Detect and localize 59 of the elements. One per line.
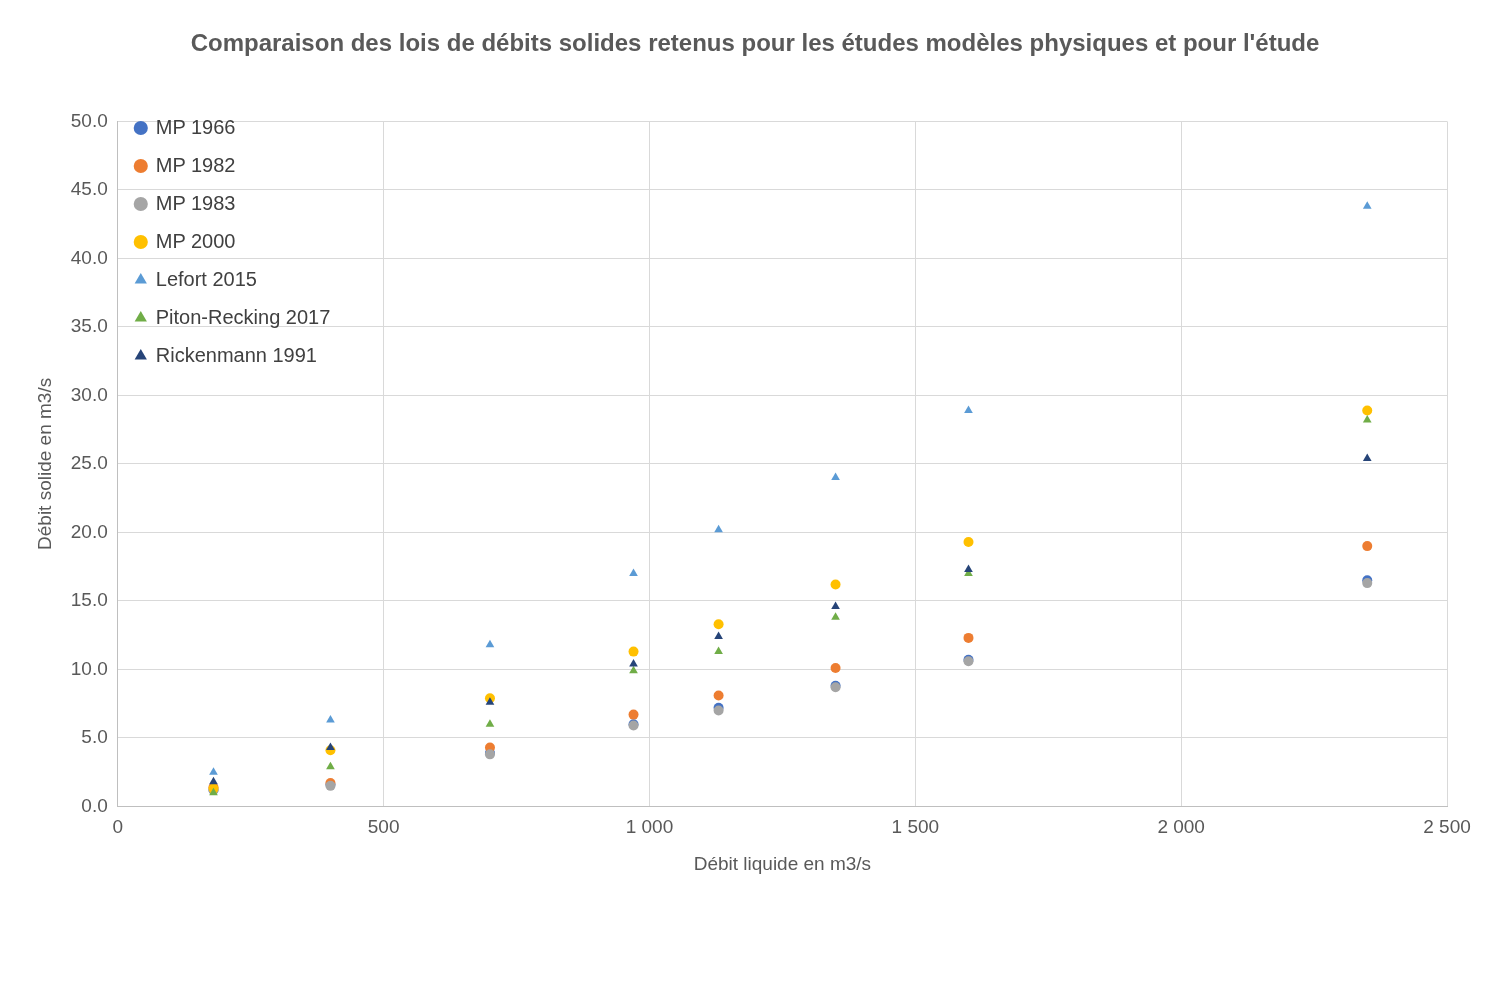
point [713, 619, 724, 630]
x-tick-label: 2 500 [1423, 816, 1471, 838]
point [326, 715, 335, 723]
point [714, 646, 723, 655]
y-tick-label: 45.0 [70, 178, 108, 200]
point [831, 472, 840, 481]
y-tick-label: 10.0 [70, 657, 108, 679]
point [1362, 201, 1372, 209]
chart-title: Comparaison des lois de débits solides retenus pour les études modèles physiques et pour l'étude [189, 28, 1321, 58]
point [326, 742, 335, 750]
point [830, 579, 841, 590]
x-tick-label: 500 [367, 816, 400, 838]
point [1362, 415, 1372, 423]
point [714, 524, 723, 533]
point [1362, 405, 1373, 416]
point [1362, 541, 1373, 552]
y-tick-label: 15.0 [70, 589, 108, 611]
x-tick-label: 1 500 [891, 816, 940, 838]
point [485, 697, 495, 705]
y-tick-label: 20.0 [70, 520, 108, 542]
x-tick-label: 2 000 [1157, 816, 1205, 838]
point [963, 632, 974, 643]
point [628, 709, 639, 720]
x-axis-title: Débit liquide en m3/s [693, 852, 872, 874]
legend-label: MP 1982 [155, 153, 236, 176]
legend-label: Rickenmann 1991 [155, 343, 317, 366]
point [831, 601, 840, 609]
x-tick-label: 0 [112, 816, 124, 838]
point [964, 405, 973, 413]
point [963, 536, 974, 547]
point [209, 767, 218, 775]
x-tick-label: 1 000 [625, 816, 674, 838]
y-axis-title: Débit solide en m3/s [33, 377, 55, 550]
point [485, 719, 495, 727]
y-tick-label: 35.0 [70, 315, 108, 337]
point [714, 631, 723, 640]
y-tick-label: 40.0 [70, 246, 108, 268]
point [326, 761, 335, 770]
point [628, 646, 639, 657]
point [831, 612, 840, 620]
point [485, 639, 495, 648]
y-tick-label: 30.0 [70, 383, 108, 405]
y-tick-label: 25.0 [70, 452, 108, 474]
legend-label: MP 1966 [155, 115, 236, 138]
y-tick-label: 50.0 [70, 109, 108, 131]
point [1362, 453, 1372, 461]
y-tick-label: 5.0 [81, 726, 108, 748]
point [964, 564, 973, 572]
point [209, 776, 218, 785]
point [629, 665, 638, 674]
legend-label: Lefort 2015 [155, 267, 257, 290]
point [713, 690, 724, 701]
point [830, 663, 841, 674]
y-tick-label: 0.0 [81, 794, 108, 816]
point [629, 568, 638, 576]
legend-label: MP 1983 [155, 191, 236, 214]
point [629, 658, 638, 667]
legend-label: Piton-Recking 2017 [155, 305, 331, 328]
legend-label: MP 2000 [155, 229, 236, 252]
